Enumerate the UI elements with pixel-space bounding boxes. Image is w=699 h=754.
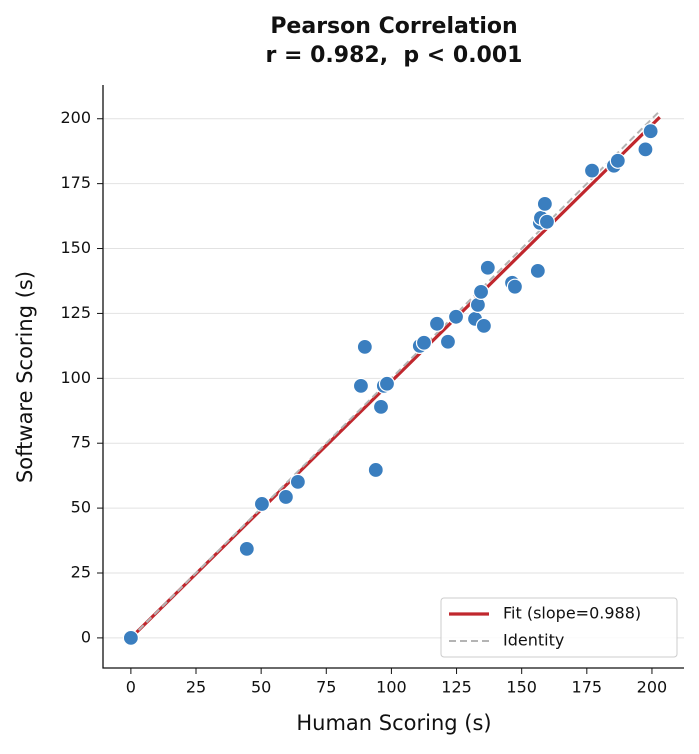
y-tick-label: 50 (71, 498, 91, 517)
point (352, 377, 370, 394)
y-axis-label: Software Scoring (s) (13, 271, 37, 483)
line (130, 110, 661, 639)
y-tick-label: 125 (60, 303, 91, 322)
point (253, 495, 271, 513)
y-tick-label: 150 (60, 238, 91, 257)
y-tick-label: 25 (71, 562, 91, 581)
point (479, 259, 496, 276)
point (609, 152, 626, 169)
x-tick-label: 25 (186, 678, 206, 697)
y-tick-label: 75 (71, 433, 91, 452)
point (372, 398, 390, 415)
point (529, 262, 546, 279)
x-tick-label: 75 (316, 678, 336, 697)
x-tick-label: 150 (506, 678, 537, 697)
x-tick-label: 125 (441, 678, 472, 697)
point (637, 141, 654, 158)
point (122, 629, 139, 646)
x-tick-label: 175 (572, 678, 603, 697)
y-tick-label: 200 (60, 108, 91, 127)
x-axis-label: Human Scoring (s) (296, 711, 491, 735)
point (475, 317, 493, 334)
legend-label: Identity (503, 631, 564, 650)
point (289, 473, 306, 490)
x-tick-label: 200 (637, 678, 668, 697)
axis-spine (102, 85, 684, 669)
point (367, 461, 384, 479)
x-tick-label: 50 (251, 678, 271, 697)
point (506, 278, 524, 295)
point (583, 162, 601, 179)
chart-subtitle: r = 0.982, p < 0.001 (266, 43, 523, 68)
legend-box (440, 597, 678, 658)
point (642, 123, 659, 140)
point (472, 283, 490, 300)
point (536, 195, 553, 212)
x-tick-label: 100 (376, 678, 407, 697)
legend-label: Fit (slope=0.988) (503, 604, 641, 623)
point (428, 315, 446, 332)
y-tick-label: 175 (60, 173, 91, 192)
point (378, 375, 396, 392)
point (447, 308, 465, 325)
y-tick-label: 0 (81, 627, 91, 646)
chart-title: Pearson Correlation (270, 14, 517, 39)
point (356, 338, 373, 356)
y-tick-label: 100 (60, 368, 91, 387)
point (238, 540, 255, 557)
point (415, 334, 433, 351)
point (277, 488, 294, 506)
x-tick-label: 0 (126, 678, 136, 697)
point (538, 213, 556, 230)
point (439, 333, 457, 350)
